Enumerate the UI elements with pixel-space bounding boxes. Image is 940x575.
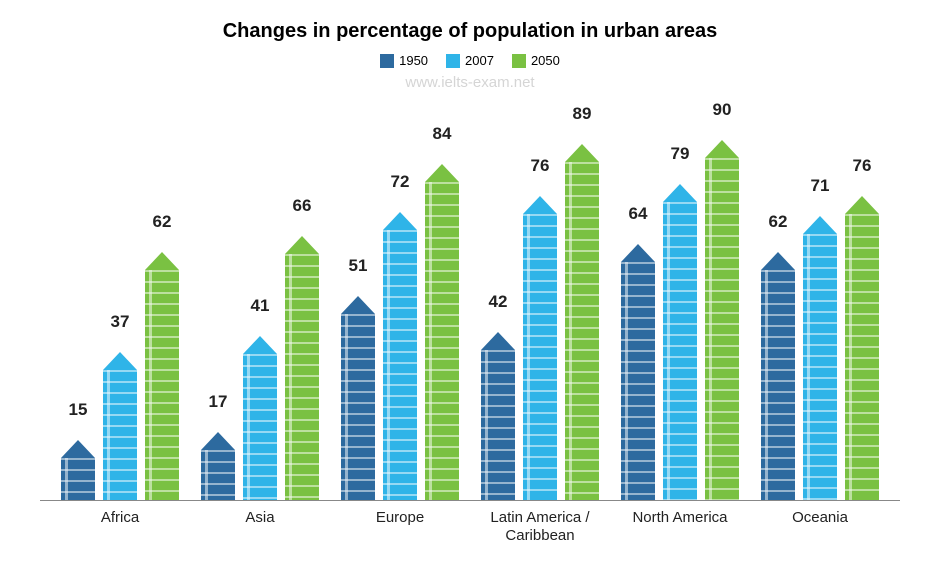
chart-legend: 1950 2007 2050 [40,53,900,68]
bar-value-label: 84 [425,124,459,144]
bar-group: 427689 [470,95,610,500]
bar-group: 627176 [750,95,890,500]
chart-plot-area: 153762174166517284427689647990627176 [40,95,900,501]
bar-group: 174166 [190,95,330,500]
chart-title: Changes in percentage of population in u… [40,20,900,43]
bar-body [565,162,599,500]
bar: 62 [761,252,795,500]
bar-roof-icon [523,196,557,214]
bar: 41 [243,336,277,500]
bar-value-label: 51 [341,256,375,276]
bar-value-label: 72 [383,172,417,192]
bar-body [705,158,739,500]
bar-roof-icon [845,196,879,214]
urban-population-chart: Changes in percentage of population in u… [0,0,940,575]
bar: 76 [845,196,879,500]
legend-label-1950: 1950 [399,53,428,68]
x-axis-label: Europe [330,509,470,545]
bar-body [145,270,179,500]
bar-value-label: 41 [243,296,277,316]
bar-value-label: 89 [565,104,599,124]
bar-roof-icon [201,432,235,450]
legend-item-1950: 1950 [380,53,428,68]
bar-value-label: 62 [145,212,179,232]
bar: 15 [61,440,95,500]
bar-body [285,254,319,500]
legend-swatch-1950 [380,54,394,68]
bar-roof-icon [243,336,277,354]
bar-group: 647990 [610,95,750,500]
bar-roof-icon [383,212,417,230]
bar: 76 [523,196,557,500]
bar: 62 [145,252,179,500]
bar-body [425,182,459,500]
bar: 89 [565,144,599,500]
bar-roof-icon [285,236,319,254]
bar-body [761,270,795,500]
x-axis-label: Africa [50,509,190,545]
bar-value-label: 62 [761,212,795,232]
bar: 66 [285,236,319,500]
bar-roof-icon [425,164,459,182]
x-axis-label: Oceania [750,509,890,545]
bar-value-label: 17 [201,392,235,412]
bar-value-label: 15 [61,400,95,420]
bar-group: 153762 [50,95,190,500]
bar-value-label: 37 [103,312,137,332]
bar: 64 [621,244,655,500]
legend-item-2050: 2050 [512,53,560,68]
bar-value-label: 42 [481,292,515,312]
watermark-text: www.ielts-exam.net [40,74,900,91]
bar-body [803,234,837,500]
bar-value-label: 64 [621,204,655,224]
bar-roof-icon [103,352,137,370]
bar: 79 [663,184,697,500]
bar-body [61,458,95,500]
bar-body [523,214,557,500]
bar-roof-icon [705,140,739,158]
bar-roof-icon [621,244,655,262]
bar-body [481,350,515,500]
bar: 71 [803,216,837,500]
bar-value-label: 71 [803,176,837,196]
bar-roof-icon [341,296,375,314]
bar-body [243,354,277,500]
bar-body [201,450,235,500]
bar-roof-icon [61,440,95,458]
x-axis-label: North America [610,509,750,545]
bar: 90 [705,140,739,500]
bar-roof-icon [663,184,697,202]
bar-body [663,202,697,500]
bar-body [845,214,879,500]
legend-item-2007: 2007 [446,53,494,68]
bar-group: 517284 [330,95,470,500]
bar: 37 [103,352,137,500]
bar: 84 [425,164,459,500]
bar-value-label: 76 [845,156,879,176]
bar-value-label: 76 [523,156,557,176]
bar: 17 [201,432,235,500]
bar-body [621,262,655,500]
legend-label-2050: 2050 [531,53,560,68]
bar-body [383,230,417,500]
legend-swatch-2050 [512,54,526,68]
x-axis-label: Asia [190,509,330,545]
bar-roof-icon [803,216,837,234]
bar-value-label: 79 [663,144,697,164]
bar-roof-icon [565,144,599,162]
bar: 51 [341,296,375,500]
bar: 42 [481,332,515,500]
bar-body [103,370,137,500]
legend-swatch-2007 [446,54,460,68]
bar: 72 [383,212,417,500]
bar-roof-icon [761,252,795,270]
bar-roof-icon [145,252,179,270]
bar-value-label: 90 [705,100,739,120]
x-axis-label: Latin America /Caribbean [470,509,610,545]
bar-value-label: 66 [285,196,319,216]
bar-roof-icon [481,332,515,350]
x-axis: AfricaAsiaEuropeLatin America /Caribbean… [40,501,900,545]
bar-body [341,314,375,500]
legend-label-2007: 2007 [465,53,494,68]
